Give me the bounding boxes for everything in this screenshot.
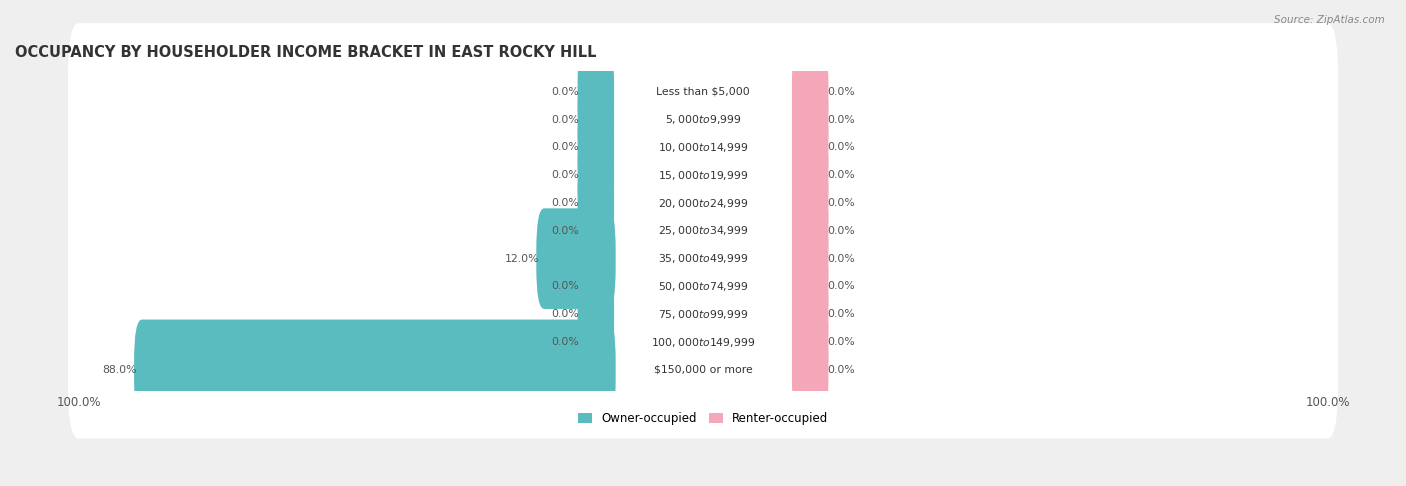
FancyBboxPatch shape (134, 320, 616, 420)
FancyBboxPatch shape (578, 272, 614, 356)
Text: 0.0%: 0.0% (827, 281, 855, 292)
Text: $5,000 to $9,999: $5,000 to $9,999 (665, 113, 741, 126)
FancyBboxPatch shape (67, 23, 1339, 160)
Text: $20,000 to $24,999: $20,000 to $24,999 (658, 196, 748, 209)
Text: 0.0%: 0.0% (551, 309, 579, 319)
FancyBboxPatch shape (578, 161, 614, 245)
FancyBboxPatch shape (792, 328, 828, 412)
FancyBboxPatch shape (578, 105, 614, 190)
FancyBboxPatch shape (792, 217, 828, 301)
Text: $35,000 to $49,999: $35,000 to $49,999 (658, 252, 748, 265)
Text: 0.0%: 0.0% (827, 115, 855, 124)
Text: 0.0%: 0.0% (827, 309, 855, 319)
FancyBboxPatch shape (67, 190, 1339, 328)
FancyBboxPatch shape (792, 105, 828, 190)
Text: 0.0%: 0.0% (827, 142, 855, 153)
FancyBboxPatch shape (67, 51, 1339, 188)
Text: $10,000 to $14,999: $10,000 to $14,999 (658, 141, 748, 154)
Text: $75,000 to $99,999: $75,000 to $99,999 (658, 308, 748, 321)
Text: 88.0%: 88.0% (103, 365, 136, 375)
Text: $15,000 to $19,999: $15,000 to $19,999 (658, 169, 748, 182)
Text: 0.0%: 0.0% (827, 365, 855, 375)
FancyBboxPatch shape (67, 79, 1339, 216)
FancyBboxPatch shape (792, 272, 828, 356)
Text: 0.0%: 0.0% (551, 337, 579, 347)
FancyBboxPatch shape (792, 78, 828, 162)
Text: $150,000 or more: $150,000 or more (654, 365, 752, 375)
Text: 0.0%: 0.0% (551, 115, 579, 124)
Text: $50,000 to $74,999: $50,000 to $74,999 (658, 280, 748, 293)
FancyBboxPatch shape (792, 244, 828, 329)
Text: 0.0%: 0.0% (551, 226, 579, 236)
FancyBboxPatch shape (67, 301, 1339, 438)
Legend: Owner-occupied, Renter-occupied: Owner-occupied, Renter-occupied (572, 407, 834, 430)
FancyBboxPatch shape (792, 50, 828, 134)
Text: 0.0%: 0.0% (551, 198, 579, 208)
FancyBboxPatch shape (578, 50, 614, 134)
Text: 0.0%: 0.0% (827, 170, 855, 180)
Text: 0.0%: 0.0% (827, 87, 855, 97)
Text: 12.0%: 12.0% (505, 254, 538, 264)
FancyBboxPatch shape (578, 300, 614, 384)
Text: Less than $5,000: Less than $5,000 (657, 87, 749, 97)
FancyBboxPatch shape (67, 134, 1339, 272)
FancyBboxPatch shape (578, 189, 614, 273)
Text: 0.0%: 0.0% (551, 281, 579, 292)
FancyBboxPatch shape (792, 161, 828, 245)
FancyBboxPatch shape (792, 133, 828, 217)
Text: 0.0%: 0.0% (827, 254, 855, 264)
Text: $100,000 to $149,999: $100,000 to $149,999 (651, 335, 755, 348)
Text: $25,000 to $34,999: $25,000 to $34,999 (658, 225, 748, 237)
Text: OCCUPANCY BY HOUSEHOLDER INCOME BRACKET IN EAST ROCKY HILL: OCCUPANCY BY HOUSEHOLDER INCOME BRACKET … (15, 45, 596, 60)
FancyBboxPatch shape (578, 244, 614, 329)
FancyBboxPatch shape (67, 245, 1339, 383)
Text: 0.0%: 0.0% (827, 226, 855, 236)
FancyBboxPatch shape (67, 218, 1339, 355)
FancyBboxPatch shape (578, 78, 614, 162)
FancyBboxPatch shape (67, 106, 1339, 244)
Text: 0.0%: 0.0% (551, 87, 579, 97)
Text: 0.0%: 0.0% (827, 198, 855, 208)
FancyBboxPatch shape (792, 189, 828, 273)
FancyBboxPatch shape (578, 133, 614, 217)
FancyBboxPatch shape (792, 300, 828, 384)
FancyBboxPatch shape (536, 208, 616, 309)
Text: 0.0%: 0.0% (551, 170, 579, 180)
Text: 0.0%: 0.0% (551, 142, 579, 153)
FancyBboxPatch shape (67, 162, 1339, 299)
FancyBboxPatch shape (67, 274, 1339, 411)
Text: Source: ZipAtlas.com: Source: ZipAtlas.com (1274, 15, 1385, 25)
Text: 0.0%: 0.0% (827, 337, 855, 347)
